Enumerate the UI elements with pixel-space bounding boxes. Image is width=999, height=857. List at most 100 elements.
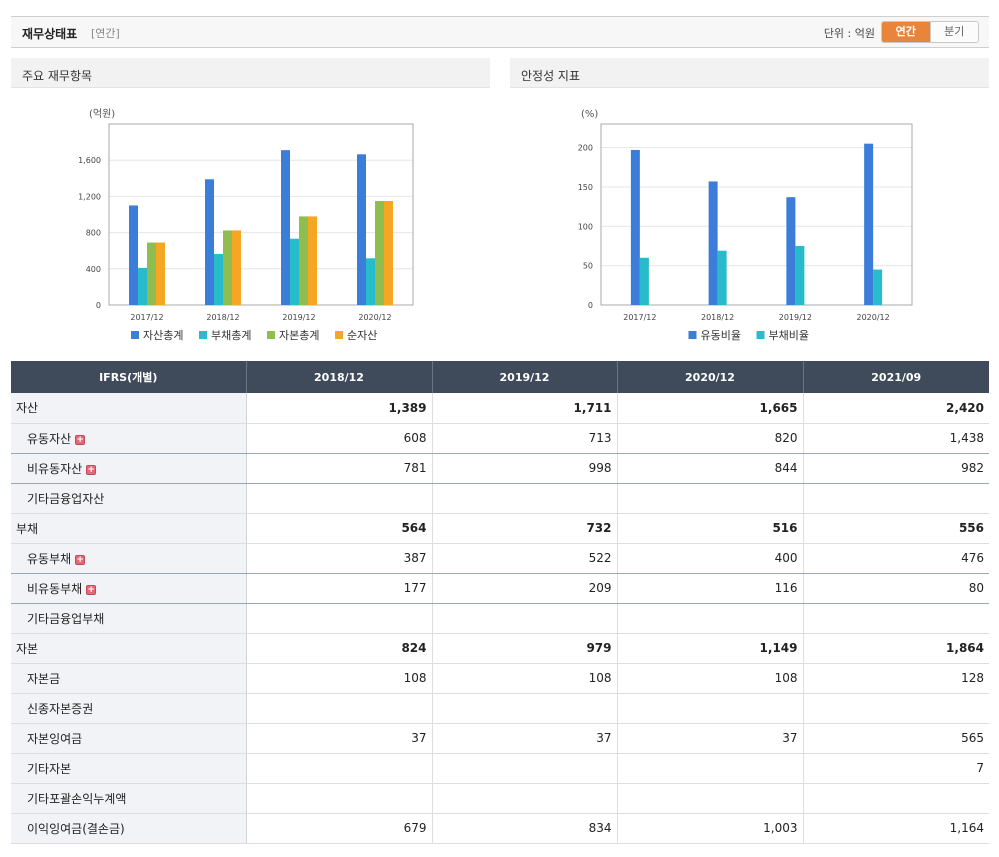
value-cell	[246, 783, 433, 814]
legend-swatch	[267, 331, 275, 339]
value-cell: 1,665	[617, 393, 804, 424]
value-cell: 844	[617, 453, 804, 484]
legend-swatch	[335, 331, 343, 339]
value-cell: 400	[617, 543, 804, 574]
legend-swatch	[199, 331, 207, 339]
row-label: 기타자본	[11, 753, 247, 784]
value-cell: 781	[246, 453, 433, 484]
stability-panel: 안정성 지표 (%) 0 50 100 150 200 2017/12 2018/12 2019…	[510, 58, 989, 358]
table-row: 자본금 108 108 108 128	[11, 663, 989, 694]
annual-tab[interactable]: 연간	[882, 22, 930, 42]
expand-plus-icon[interactable]: +	[75, 434, 86, 445]
value-cell	[617, 783, 804, 814]
page-title: 재무상태표	[22, 27, 78, 41]
value-cell: 982	[803, 453, 989, 484]
row-label: 비유동부채 +	[11, 573, 247, 604]
bar-2017/12-자산총계	[129, 205, 138, 305]
x-tick-label: 2019/12	[779, 313, 812, 322]
table-row: 자본잉여금 37 37 37 565	[11, 723, 989, 754]
bar-2017/12-부채총계	[138, 267, 147, 305]
expand-plus-icon[interactable]: +	[75, 554, 86, 565]
row-label: 신종자본증권	[11, 693, 247, 724]
x-tick-label: 2018/12	[206, 313, 239, 322]
value-cell: 564	[246, 513, 433, 544]
row-label-text: 자본	[16, 641, 39, 656]
y-tick-label: 0	[588, 301, 593, 310]
legend-swatch	[131, 331, 139, 339]
row-label: 이익잉여금(결손금)	[11, 813, 247, 844]
bar-2020/12-부채총계	[366, 258, 375, 305]
table-row: 부채 564 732 516 556	[11, 513, 989, 544]
value-cell: 1,711	[432, 393, 618, 424]
value-cell: 516	[617, 513, 804, 544]
value-cell	[803, 483, 989, 514]
row-label-text: 유동자산	[27, 431, 72, 446]
bar-2020/12-부채비율	[873, 269, 883, 305]
y-tick-label: 200	[578, 144, 593, 153]
row-label: 자본잉여금	[11, 723, 247, 754]
bar-2020/12-자산총계	[357, 154, 366, 305]
table-row: 자산 1,389 1,711 1,665 2,420	[11, 393, 989, 424]
value-cell: 1,389	[246, 393, 433, 424]
stability-title: 안정성 지표	[510, 58, 989, 88]
value-cell: 7	[803, 753, 989, 784]
x-tick-label: 2017/12	[130, 313, 163, 322]
value-cell: 522	[432, 543, 618, 574]
value-cell: 820	[617, 423, 804, 454]
row-label-text: 비유동자산	[27, 461, 83, 476]
expand-plus-icon[interactable]: +	[86, 584, 97, 595]
row-label: 자본금	[11, 663, 247, 694]
value-cell: 37	[432, 723, 618, 754]
table-row: 비유동부채 +177 209 116 80	[11, 573, 989, 604]
major-items-chart: (억원) 0 400 800 1,200 1,600 2017/12 2018/12 2019/…	[78, 108, 414, 342]
value-cell: 713	[432, 423, 618, 454]
value-cell	[432, 603, 618, 634]
value-cell: 1,864	[803, 633, 989, 664]
bar-2017/12-부채비율	[639, 257, 649, 305]
value-cell: 979	[432, 633, 618, 664]
y-tick-label: 100	[578, 222, 593, 231]
header-label-col: IFRS(개별)	[11, 361, 247, 393]
bar-2018/12-부채총계	[214, 253, 223, 305]
y-tick-label: 1,200	[78, 192, 101, 201]
y-tick-label: 50	[583, 262, 593, 271]
value-cell	[617, 483, 804, 514]
value-cell: 37	[617, 723, 804, 754]
bar-2019/12-순자산	[308, 216, 317, 305]
value-cell: 476	[803, 543, 989, 574]
row-label-text: 유동부채	[27, 551, 72, 566]
expand-plus-icon[interactable]: +	[86, 464, 97, 475]
bar-2019/12-부채총계	[290, 238, 299, 305]
y-tick-label: 0	[96, 301, 101, 310]
header-period-col: 2021/09	[803, 361, 989, 393]
bar-2018/12-순자산	[232, 230, 241, 305]
legend-label: 순자산	[347, 329, 377, 342]
row-label-text: 이익잉여금(결손금)	[27, 821, 125, 836]
row-label-text: 부채	[16, 521, 39, 536]
value-cell: 1,438	[803, 423, 989, 454]
plot-border	[108, 123, 414, 306]
row-label-text: 기타포괄손익누계액	[27, 791, 127, 806]
major-items-panel: 주요 재무항목 (억원) 0 400 800 1,200 1,600 2017/12 2018…	[11, 58, 490, 358]
row-label: 비유동자산 +	[11, 453, 247, 484]
value-cell: 834	[432, 813, 618, 844]
value-cell	[246, 693, 433, 724]
value-cell: 108	[246, 663, 433, 694]
value-cell: 108	[432, 663, 618, 694]
y-tick-label: 800	[86, 229, 101, 238]
quarter-tab[interactable]: 분기	[929, 22, 978, 42]
bar-2020/12-순자산	[384, 201, 393, 305]
table-row: 신종자본증권	[11, 693, 989, 724]
y-tick-label: 1,600	[78, 156, 101, 165]
bar-2018/12-부채비율	[717, 250, 727, 305]
row-label-text: 비유동부채	[27, 581, 83, 596]
value-cell: 998	[432, 453, 618, 484]
value-cell: 108	[617, 663, 804, 694]
value-cell	[617, 753, 804, 784]
row-label-text: 기타금융업부채	[27, 611, 105, 626]
x-tick-label: 2019/12	[282, 313, 315, 322]
row-label-text: 기타금융업자산	[27, 491, 105, 506]
table-row: 비유동자산 +781 998 844 982	[11, 453, 989, 484]
bar-2019/12-유동비율	[786, 197, 796, 305]
value-cell: 1,164	[803, 813, 989, 844]
